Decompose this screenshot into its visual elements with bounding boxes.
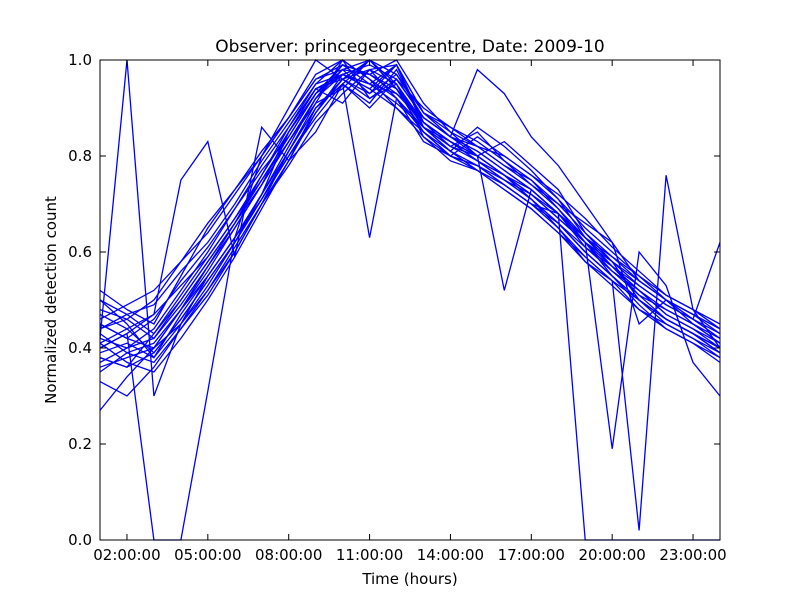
series-line-21 bbox=[99, 59, 721, 397]
y-tick-label: 0.0 bbox=[68, 531, 92, 549]
x-tick-label: 11:00:00 bbox=[336, 546, 403, 564]
y-tick-label: 0.8 bbox=[68, 147, 92, 165]
series-line-24 bbox=[99, 82, 721, 531]
x-axis: 02:00:00 05:00:00 08:00:00 11:00:00 14:00:00… bbox=[93, 60, 727, 564]
y-tick-label: 0.4 bbox=[68, 339, 92, 357]
y-axis: 0.0 0.2 0.4 0.6 0.8 1.0 bbox=[68, 51, 720, 549]
x-tick-label: 23:00:00 bbox=[659, 546, 726, 564]
x-tick-label: 17:00:00 bbox=[498, 546, 565, 564]
series-line-13 bbox=[99, 59, 721, 368]
series-line-14 bbox=[99, 73, 721, 373]
series-line-25 bbox=[99, 68, 721, 344]
y-tick-label: 0.2 bbox=[68, 435, 92, 453]
plot-area bbox=[99, 59, 721, 541]
series-line-4 bbox=[99, 59, 721, 354]
series-line-9 bbox=[99, 68, 721, 397]
x-tick-label: 05:00:00 bbox=[174, 546, 241, 564]
y-tick-label: 0.6 bbox=[68, 243, 92, 261]
series-line-22 bbox=[99, 59, 720, 541]
plot-frame bbox=[99, 59, 721, 541]
y-tick-label: 1.0 bbox=[68, 51, 92, 69]
series-line-17 bbox=[99, 64, 721, 411]
x-tick-label: 20:00:00 bbox=[578, 546, 645, 564]
series-line-23 bbox=[99, 64, 721, 449]
chart-title: Observer: princegeorgecentre, Date: 2009… bbox=[215, 37, 604, 57]
x-tick-label: 08:00:00 bbox=[255, 546, 322, 564]
x-tick-label: 02:00:00 bbox=[93, 546, 160, 564]
x-axis-label: Time (hours) bbox=[361, 570, 457, 588]
x-tick-label: 14:00:00 bbox=[417, 546, 484, 564]
y-axis-label: Normalized detection count bbox=[42, 196, 60, 404]
